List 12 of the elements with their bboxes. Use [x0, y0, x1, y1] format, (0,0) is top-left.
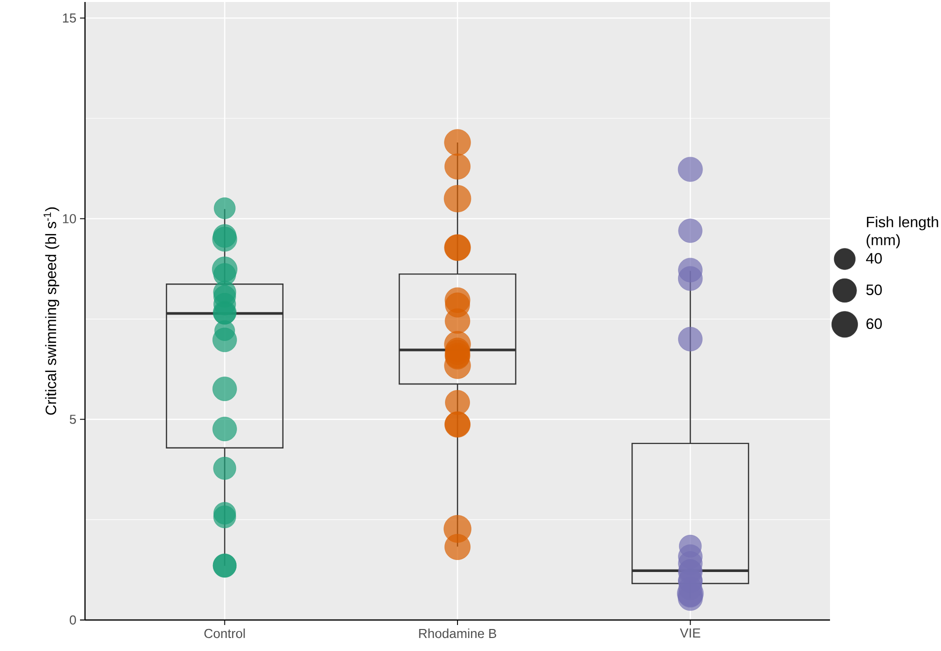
legend-title: Fish length (mm) — [866, 216, 938, 248]
x-tick-label: VIE — [680, 628, 700, 638]
y-tick-label: 0 — [70, 615, 76, 625]
y-tick-label: 15 — [63, 14, 76, 23]
legend-label: 40 — [866, 253, 882, 264]
y-tick-label: 5 — [70, 414, 76, 424]
x-tick-label: Control — [204, 628, 245, 638]
legend-label: 50 — [866, 284, 882, 296]
y-tick-label: 10 — [63, 214, 76, 224]
y-axis-title: Critical swimming speed (bl s$^{-1}$) — [44, 207, 60, 415]
legend-label: 60 — [866, 318, 882, 330]
x-tick-label: Rhodamine B — [419, 628, 496, 638]
